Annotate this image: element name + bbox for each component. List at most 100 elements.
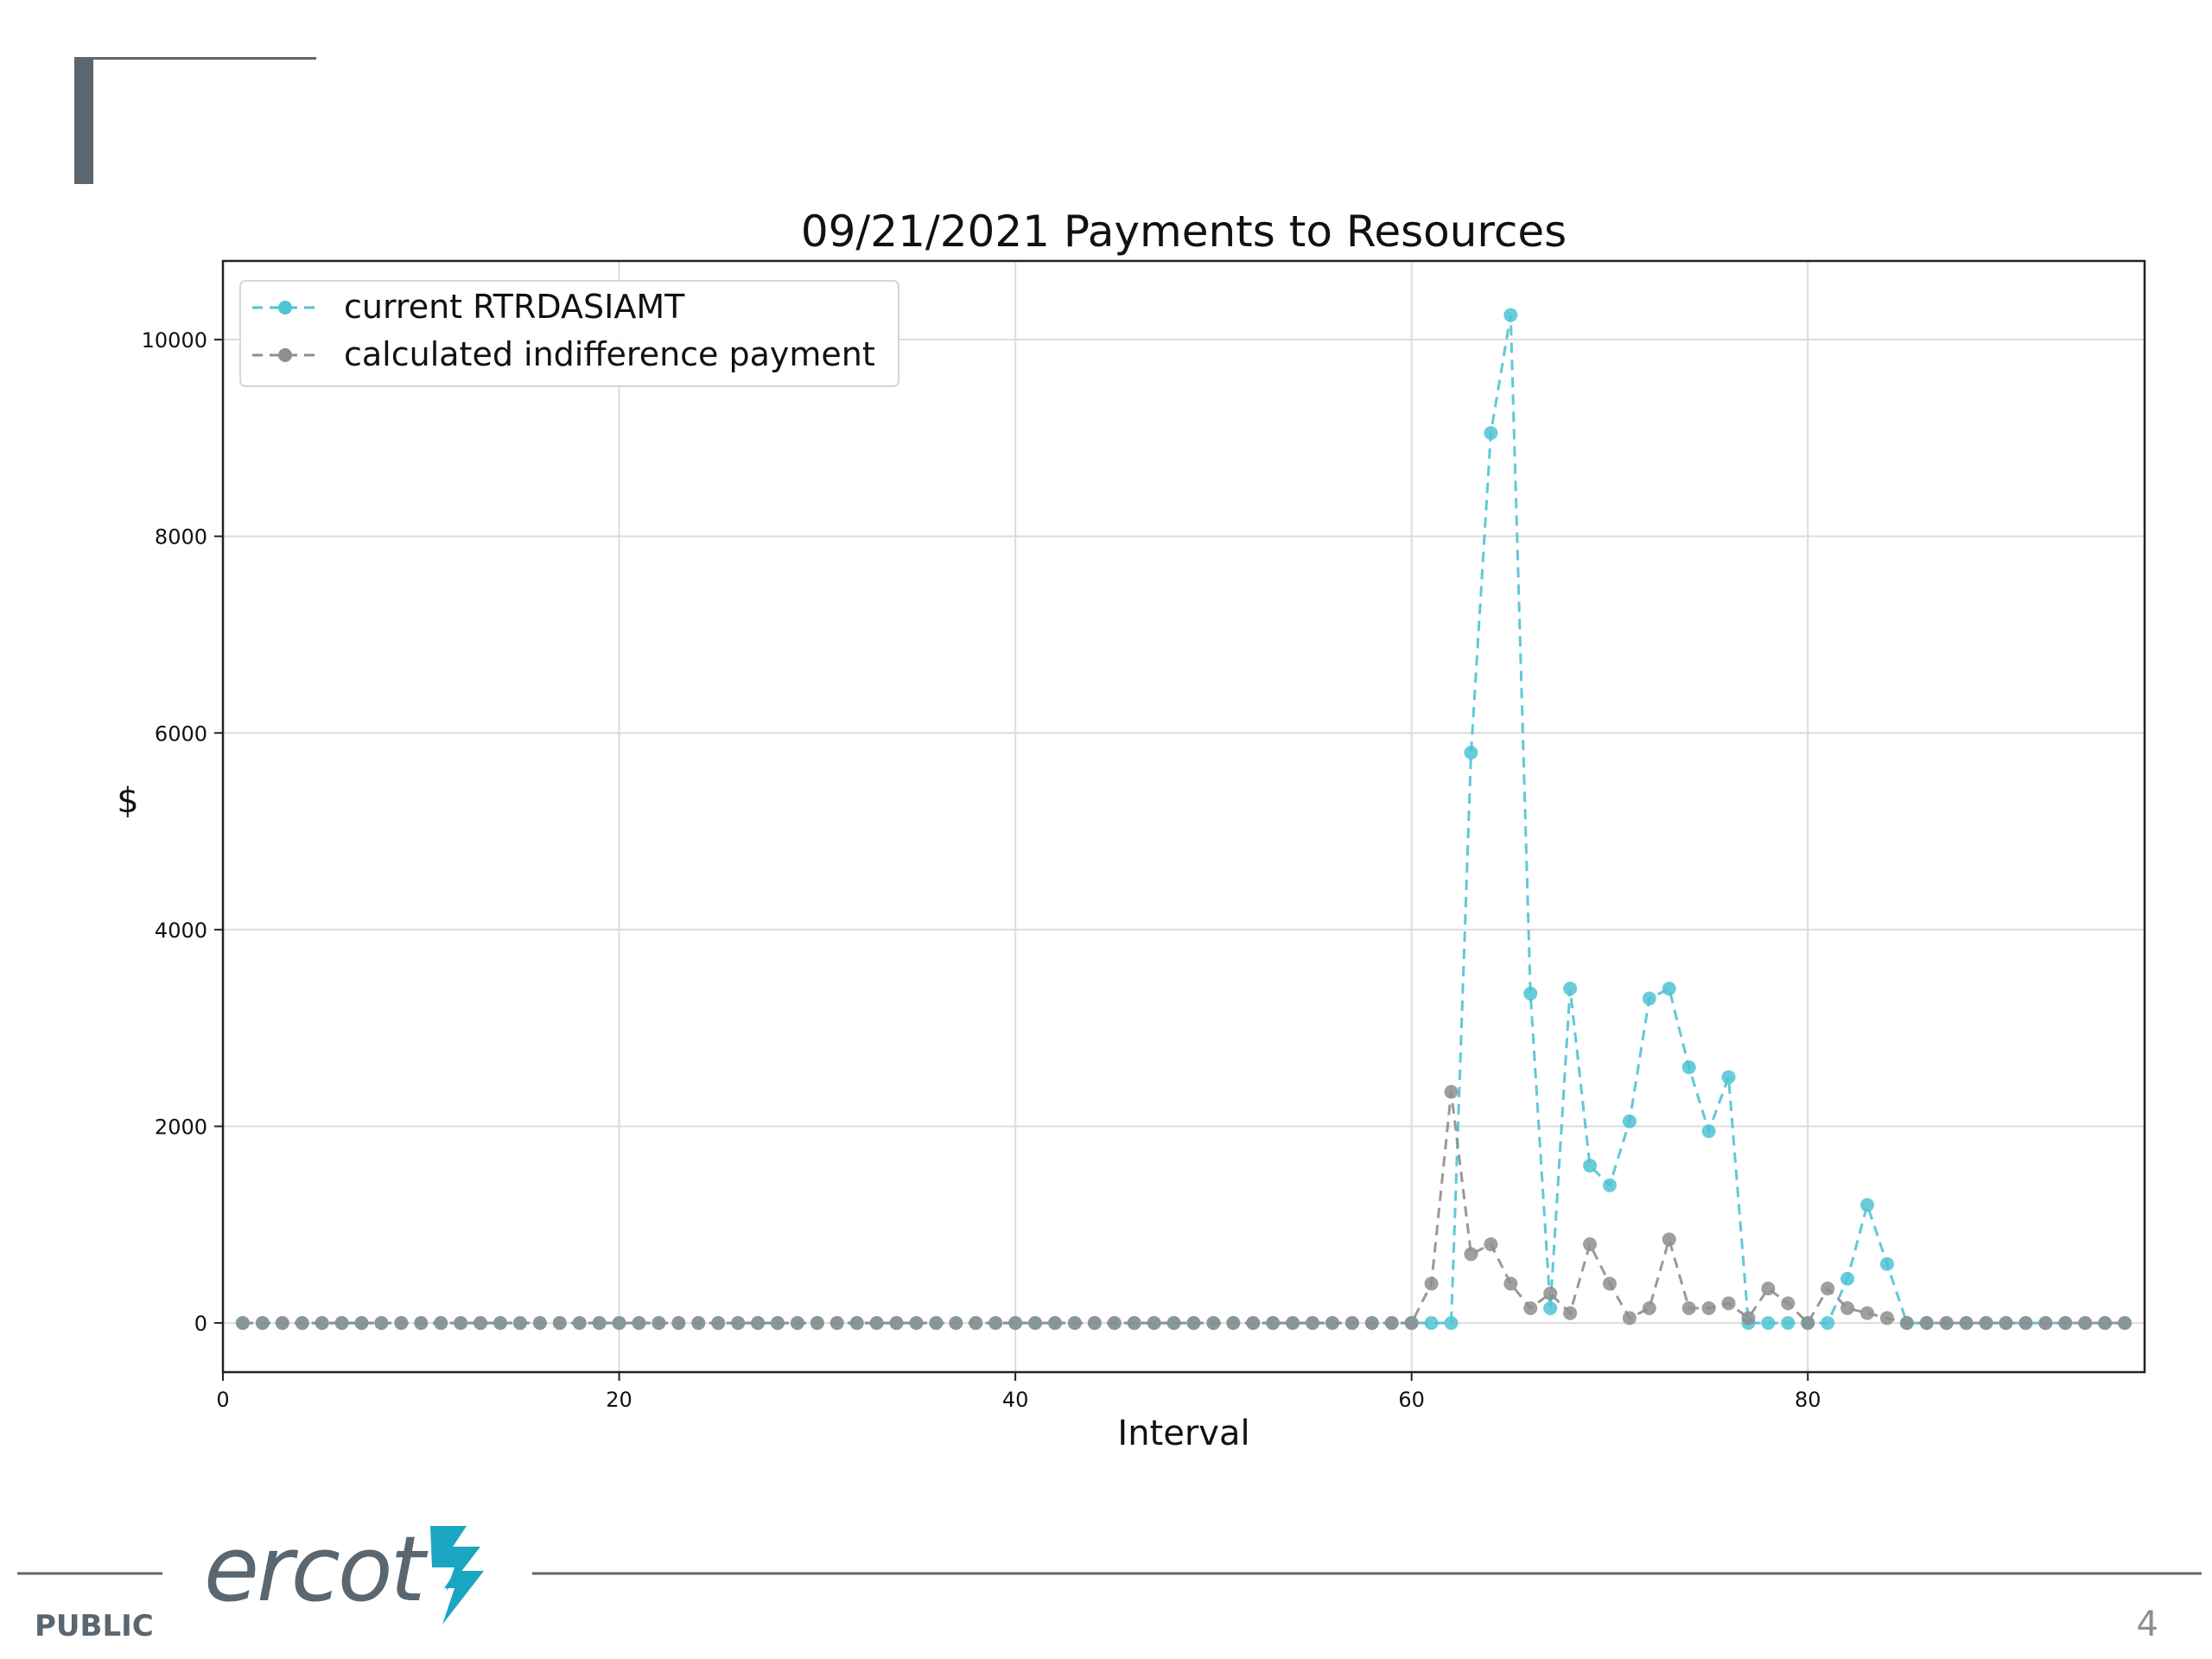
data-point — [1681, 1301, 1696, 1316]
data-point — [2038, 1316, 2053, 1331]
data-point — [652, 1316, 666, 1331]
data-point — [532, 1316, 547, 1331]
data-point — [1781, 1296, 1796, 1311]
data-point — [394, 1316, 409, 1331]
data-point — [1464, 746, 1478, 760]
data-point — [1404, 1316, 1419, 1331]
data-point — [1939, 1316, 1954, 1331]
data-point — [1622, 1114, 1637, 1128]
data-point — [1741, 1311, 1756, 1325]
data-point — [1860, 1198, 1875, 1212]
data-point — [1424, 1316, 1439, 1331]
data-point — [1999, 1316, 2013, 1331]
footer: PUBLIC ercot 4 — [17, 1516, 2202, 1644]
x-tick-label: 20 — [606, 1388, 632, 1412]
data-point — [493, 1316, 507, 1331]
data-point — [1306, 1316, 1320, 1331]
x-tick-label: 0 — [216, 1388, 229, 1412]
data-point — [1127, 1316, 1141, 1331]
data-point — [1166, 1316, 1181, 1331]
data-point — [1919, 1316, 1934, 1331]
data-point — [1840, 1301, 1855, 1316]
series-layer — [235, 308, 2133, 1331]
chart-title: 09/21/2021 Payments to Resources — [801, 207, 1567, 257]
data-point — [295, 1316, 309, 1331]
y-tick-label: 6000 — [155, 721, 207, 746]
data-point — [1028, 1316, 1043, 1331]
data-point — [1622, 1311, 1637, 1325]
data-point — [1087, 1316, 1102, 1331]
data-point — [1583, 1237, 1598, 1252]
data-point — [334, 1316, 349, 1331]
data-point — [2078, 1316, 2093, 1331]
data-point — [592, 1316, 607, 1331]
data-point — [1563, 982, 1578, 996]
legend-label-current: current RTRDASIAMT — [344, 288, 685, 326]
data-point — [1879, 1256, 1894, 1271]
data-point — [1979, 1316, 1993, 1331]
data-point — [1602, 1178, 1617, 1192]
data-point — [474, 1316, 488, 1331]
data-point — [1444, 1084, 1459, 1099]
data-point — [2058, 1316, 2073, 1331]
series-line-0 — [242, 315, 2126, 1325]
data-point — [1503, 1276, 1518, 1291]
data-point — [414, 1316, 429, 1331]
ercot-logo-text: ercot — [204, 1516, 429, 1622]
data-point — [849, 1316, 864, 1331]
data-point — [1543, 1301, 1558, 1316]
data-point — [691, 1316, 706, 1331]
legend-marker-indifference — [278, 348, 292, 362]
legend-box — [239, 280, 899, 387]
data-point — [1821, 1281, 1835, 1296]
data-point — [1008, 1316, 1023, 1331]
data-point — [552, 1316, 567, 1331]
data-point — [315, 1316, 329, 1331]
data-point — [1662, 982, 1676, 996]
y-tick-label: 2000 — [155, 1115, 207, 1139]
data-point — [1801, 1316, 1815, 1331]
data-point — [1147, 1316, 1161, 1331]
data-point — [929, 1316, 944, 1331]
data-point — [1325, 1316, 1339, 1331]
data-point — [1523, 1301, 1538, 1316]
data-point — [1286, 1316, 1300, 1331]
footer-label: PUBLIC — [35, 1609, 154, 1643]
data-point — [1047, 1316, 1062, 1331]
data-point — [1266, 1316, 1281, 1331]
data-point — [1503, 308, 1518, 322]
data-point — [1761, 1281, 1776, 1296]
data-point — [354, 1316, 369, 1331]
y-tick-label: 4000 — [155, 918, 207, 943]
data-point — [1761, 1316, 1776, 1331]
ercot-logo: ercot — [204, 1516, 484, 1624]
data-point — [770, 1316, 785, 1331]
data-point — [869, 1316, 884, 1331]
data-point — [1424, 1276, 1439, 1291]
data-point — [1067, 1316, 1082, 1331]
data-point — [275, 1316, 289, 1331]
y-axis-label: $ — [117, 781, 138, 821]
data-point — [969, 1316, 983, 1331]
data-point — [1186, 1316, 1201, 1331]
y-tick-label: 10000 — [142, 328, 207, 353]
data-point — [1583, 1159, 1598, 1173]
legend: current RTRDASIAMT calculated indifferen… — [239, 280, 899, 387]
x-axis: 0 20 40 60 80 — [216, 1372, 1821, 1412]
data-point — [1107, 1316, 1122, 1331]
data-point — [909, 1316, 924, 1331]
data-point — [830, 1316, 844, 1331]
x-tick-label: 80 — [1795, 1388, 1821, 1412]
legend-marker-current — [278, 301, 292, 315]
series-1 — [235, 1084, 2133, 1331]
data-point — [1444, 1316, 1459, 1331]
data-point — [1484, 1237, 1498, 1252]
y-tick-label: 0 — [194, 1312, 207, 1336]
data-point — [1602, 1276, 1617, 1291]
plot-frame — [221, 259, 2146, 1374]
y-tick-label: 8000 — [155, 525, 207, 550]
data-point — [1860, 1306, 1875, 1320]
data-point — [512, 1316, 527, 1331]
data-point — [235, 1316, 250, 1331]
